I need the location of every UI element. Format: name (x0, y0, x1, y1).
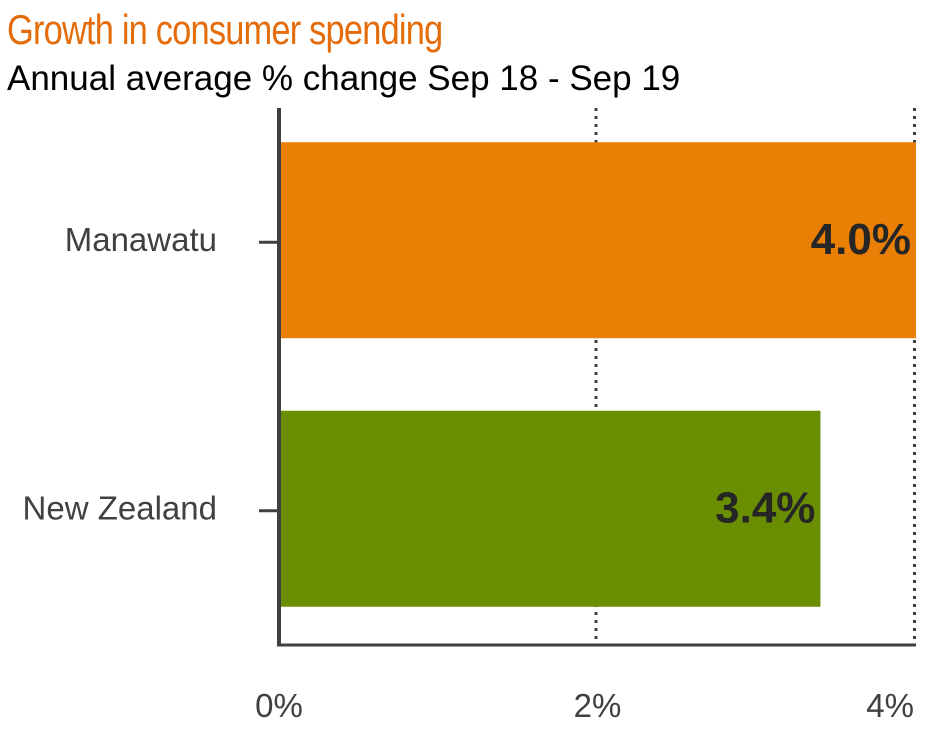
bar-0 (279, 142, 916, 339)
data-label-1: 3.4% (715, 483, 815, 532)
x-tick-label-0: 0% (255, 687, 303, 724)
data-label-0: 4.0% (811, 215, 911, 264)
chart-title: Growth in consumer spending (7, 6, 443, 53)
chart-subtitle: Annual average % change Sep 18 - Sep 19 (7, 59, 681, 98)
bar-1 (279, 410, 821, 607)
category-label-0: Manawatu (65, 221, 217, 258)
x-tick-label-2: 4% (866, 687, 914, 724)
category-label-1: New Zealand (23, 489, 217, 526)
x-tick-label-1: 2% (574, 687, 622, 724)
